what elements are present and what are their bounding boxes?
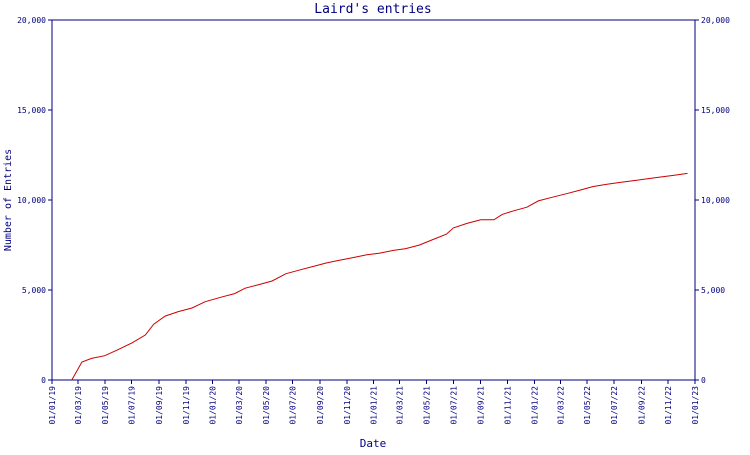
y-tick-label-right: 15,000 xyxy=(701,106,730,115)
x-tick-label: 01/05/19 xyxy=(101,386,110,425)
x-tick-label: 01/11/20 xyxy=(343,386,352,425)
x-tick-label: 01/03/22 xyxy=(556,386,565,425)
x-tick-label: 01/01/23 xyxy=(691,386,700,425)
x-tick-label: 01/01/20 xyxy=(209,386,218,425)
y-tick-label-left: 0 xyxy=(41,376,46,385)
y-tick-label-right: 0 xyxy=(701,376,706,385)
y-axis-label: Number of Entries xyxy=(3,149,14,251)
y-tick-label-right: 10,000 xyxy=(701,196,730,205)
chart-title: Laird's entries xyxy=(314,2,431,17)
y-tick-label-right: 20,000 xyxy=(701,16,730,25)
x-tick-label: 01/07/19 xyxy=(128,386,137,425)
x-tick-label: 01/01/19 xyxy=(48,386,57,425)
x-tick-label: 01/07/22 xyxy=(610,386,619,425)
y-tick-label-left: 15,000 xyxy=(17,106,46,115)
x-tick-label: 01/11/22 xyxy=(664,386,673,425)
x-tick-label: 01/05/21 xyxy=(423,386,432,425)
x-tick-label: 01/05/22 xyxy=(583,386,592,425)
x-tick-label: 01/07/21 xyxy=(449,386,458,425)
x-tick-label: 01/03/20 xyxy=(235,386,244,425)
series-line-0 xyxy=(71,172,688,381)
plot-area: 0 0 5,000 5,000 10,000 10,000 15,000 15,000 20,0… xyxy=(17,16,730,425)
x-axis-label: Date xyxy=(360,437,387,450)
x-tick-label: 01/03/21 xyxy=(396,386,405,425)
x-tick-label: 01/03/19 xyxy=(74,386,83,425)
x-tick-label: 01/11/19 xyxy=(182,386,191,425)
y-tick-label-right: 5,000 xyxy=(701,286,725,295)
y-tick-label-left: 20,000 xyxy=(17,16,46,25)
x-tick-label: 01/05/20 xyxy=(262,386,271,425)
x-tick-label: 01/09/21 xyxy=(477,386,486,425)
x-tick-label: 01/09/19 xyxy=(155,386,164,425)
x-tick-label: 01/11/21 xyxy=(504,386,513,425)
x-tick-label: 01/07/20 xyxy=(289,386,298,425)
x-tick-label: 01/01/21 xyxy=(370,386,379,425)
plot-frame xyxy=(51,19,696,381)
x-tick-label: 01/09/20 xyxy=(316,386,325,425)
x-tick-label: 01/01/22 xyxy=(530,386,539,425)
x-tick-label: 01/09/22 xyxy=(637,386,646,425)
y-tick-label-left: 5,000 xyxy=(22,286,46,295)
y-tick-label-left: 10,000 xyxy=(17,196,46,205)
